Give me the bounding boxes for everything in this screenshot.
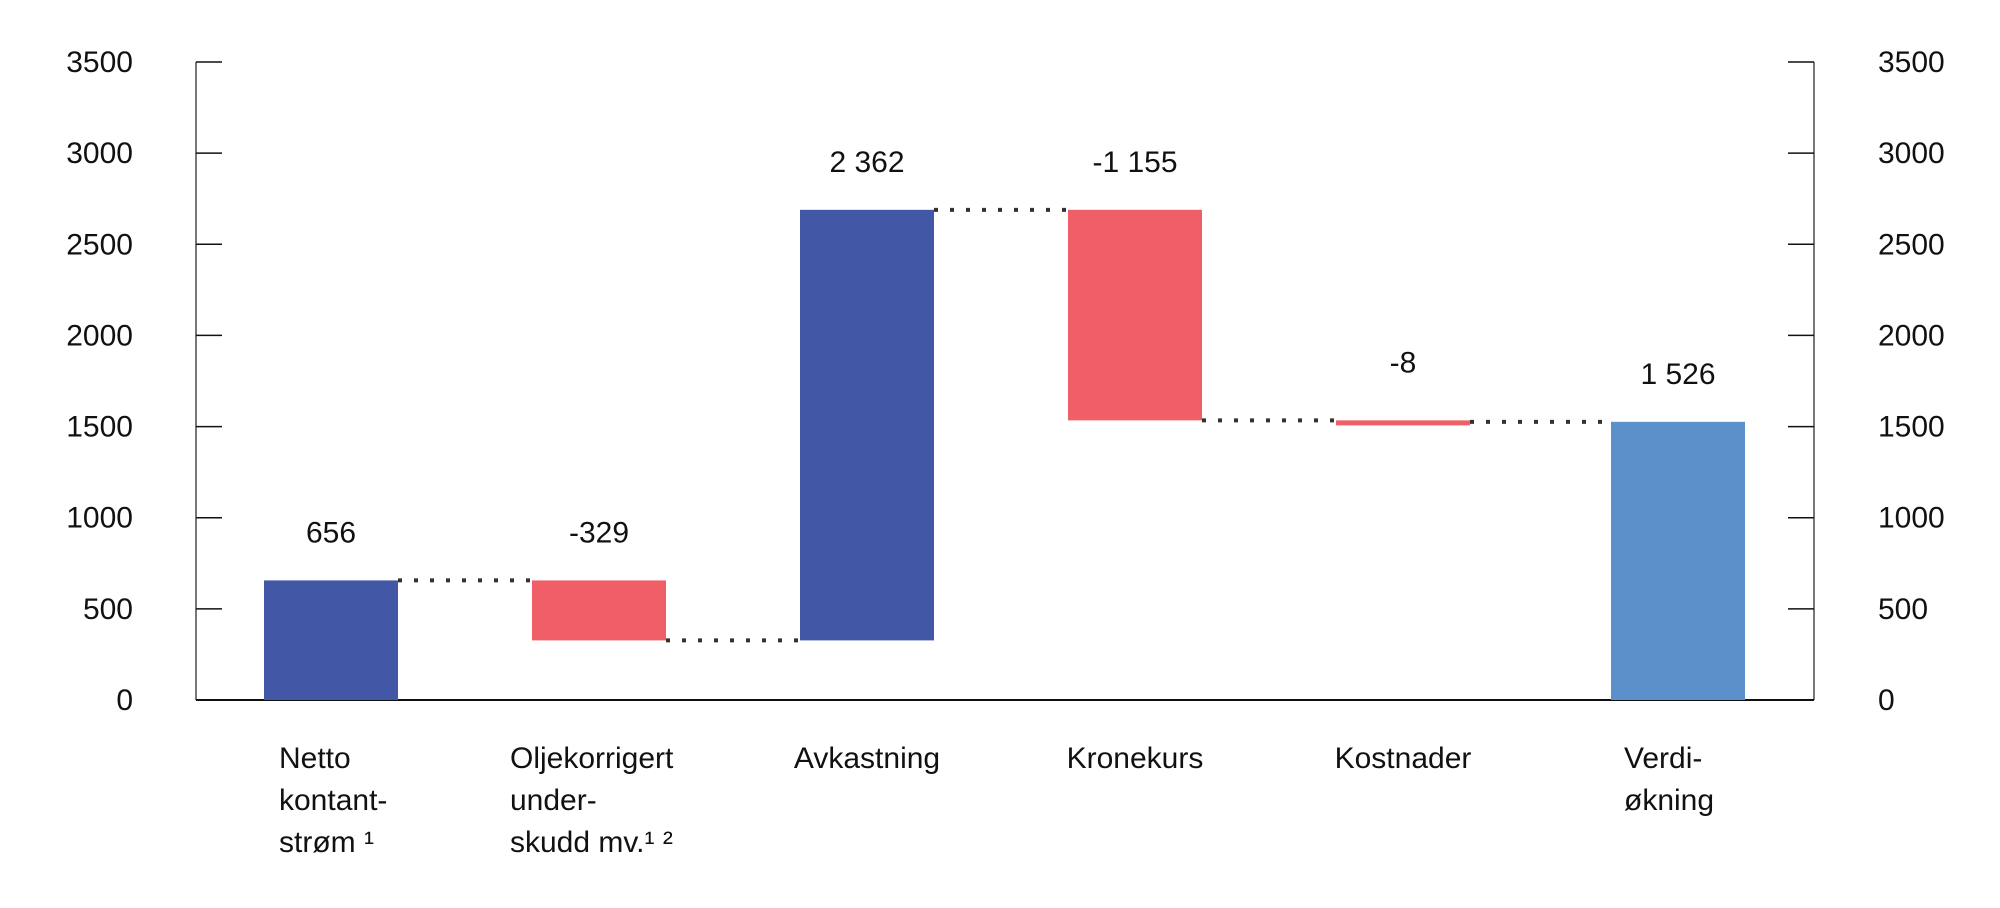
bar	[800, 209, 934, 641]
right-tick-label: 3000	[1878, 137, 1945, 170]
value-label: 2 362	[829, 146, 904, 179]
value-label: -8	[1390, 346, 1417, 379]
bars	[264, 209, 1745, 700]
left-tick-label: 2500	[66, 228, 133, 261]
left-tick-label: 3000	[66, 137, 133, 170]
right-tick-label: 1500	[1878, 411, 1945, 444]
axes: 0 0 500 500 1000 1000 1500 1500 2000 2000 2500 2500…	[66, 46, 1945, 717]
left-tick-label: 0	[116, 684, 133, 717]
left-tick-label: 500	[83, 593, 133, 626]
right-tick-label: 2000	[1878, 319, 1945, 352]
right-tick-label: 1000	[1878, 502, 1945, 535]
value-label: -329	[569, 516, 629, 549]
bar	[1336, 420, 1470, 426]
right-tick-label: 2500	[1878, 228, 1945, 261]
right-tick-label: 0	[1878, 684, 1895, 717]
category-label: Verdi- økning	[1624, 742, 1715, 817]
connectors	[398, 207, 1611, 643]
category-label: Avkastning	[793, 742, 941, 775]
category-label: Kostnader	[1334, 742, 1472, 775]
bar	[264, 580, 398, 700]
value-labels: 656 -329 2 362 -1 155 -8 1 526	[306, 146, 1716, 550]
bar	[1611, 421, 1745, 700]
category-label: Kronekurs	[1066, 742, 1204, 775]
left-tick-label: 1500	[66, 411, 133, 444]
value-label: 1 526	[1640, 358, 1715, 391]
value-label: -1 155	[1092, 146, 1177, 179]
value-label: 656	[306, 516, 356, 549]
left-tick-label: 2000	[66, 319, 133, 352]
left-tick-label: 3500	[66, 46, 133, 79]
category-label: Oljekorrigert under- skudd mv.¹ ²	[510, 742, 674, 859]
bar	[1068, 209, 1202, 421]
right-tick-label: 3500	[1878, 46, 1945, 79]
right-tick-label: 500	[1878, 593, 1928, 626]
bar	[532, 580, 666, 641]
category-label: Netto kontant- strøm ¹	[279, 742, 388, 859]
left-tick-label: 1000	[66, 502, 133, 535]
